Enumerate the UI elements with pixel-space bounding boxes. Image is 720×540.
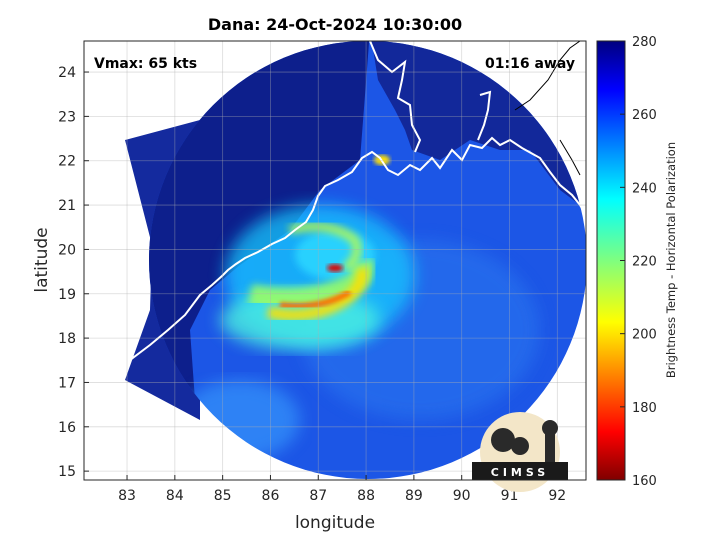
x-tick-label: 88 — [357, 488, 375, 504]
colorbar-tick-label: 280 — [632, 35, 657, 50]
y-tick-label: 19 — [58, 287, 76, 303]
eyewall-north — [288, 222, 362, 272]
coastline-islands — [477, 90, 492, 141]
x-axis-label: longitude — [295, 513, 375, 533]
y-tick-label: 20 — [58, 242, 76, 258]
x-tick-label: 92 — [548, 488, 566, 504]
plot-frame — [83, 40, 587, 481]
y-tick-label: 17 — [58, 375, 76, 391]
y-tick-label: 15 — [58, 464, 76, 480]
x-tick-label: 91 — [501, 488, 519, 504]
x-tick-label: 90 — [453, 488, 471, 504]
rain-band-red — [279, 289, 352, 310]
colorbar-tick-label: 220 — [632, 255, 657, 270]
y-tick-label: 24 — [58, 65, 76, 81]
colorbar-tick-label: 200 — [632, 328, 657, 343]
border-north — [369, 41, 422, 153]
colorbar-label: Brightness Temp - Horizontal Polarizatio… — [664, 142, 678, 378]
y-axis-label: latitude — [32, 227, 52, 292]
x-tick-label: 86 — [262, 488, 280, 504]
coastline-east — [514, 41, 581, 111]
colorbar-tick-label: 180 — [632, 401, 657, 416]
y-tick-label: 23 — [58, 109, 76, 125]
vmax-annotation: Vmax: 65 kts — [94, 56, 197, 72]
x-tick-label: 83 — [118, 488, 136, 504]
x-tick-label: 87 — [309, 488, 327, 504]
grid: 83 84 85 86 87 88 89 90 91 92 15 16 17 18 19 20 21 22 23 24 — [58, 41, 586, 504]
land-north — [149, 41, 586, 220]
logo-text: CIMSS — [491, 466, 549, 479]
y-tick-label: 18 — [58, 331, 76, 347]
time-away-annotation: 01:16 away — [485, 56, 575, 72]
colorbar-tick-label: 240 — [632, 181, 657, 196]
coastline-east-2 — [559, 139, 581, 176]
colorbar-tick-label: 260 — [632, 108, 657, 123]
storm-core — [327, 264, 343, 272]
x-tick-label: 85 — [214, 488, 232, 504]
cimss-logo: CIMSS — [472, 412, 568, 492]
y-tick-label: 21 — [58, 198, 76, 214]
colorbar-tick-label: 160 — [632, 474, 657, 489]
y-tick-label: 22 — [58, 154, 76, 170]
y-tick-label: 16 — [58, 420, 76, 436]
chart-title: Dana: 24-Oct-2024 10:30:00 — [208, 15, 462, 34]
colorbar-ticks: 160 180 200 220 240 260 280 — [620, 35, 657, 489]
brightness-temp-swath — [84, 41, 586, 479]
rain-band-yellow — [266, 266, 369, 322]
x-tick-label: 84 — [166, 488, 184, 504]
coastline — [84, 136, 586, 406]
x-tick-label: 89 — [405, 488, 423, 504]
